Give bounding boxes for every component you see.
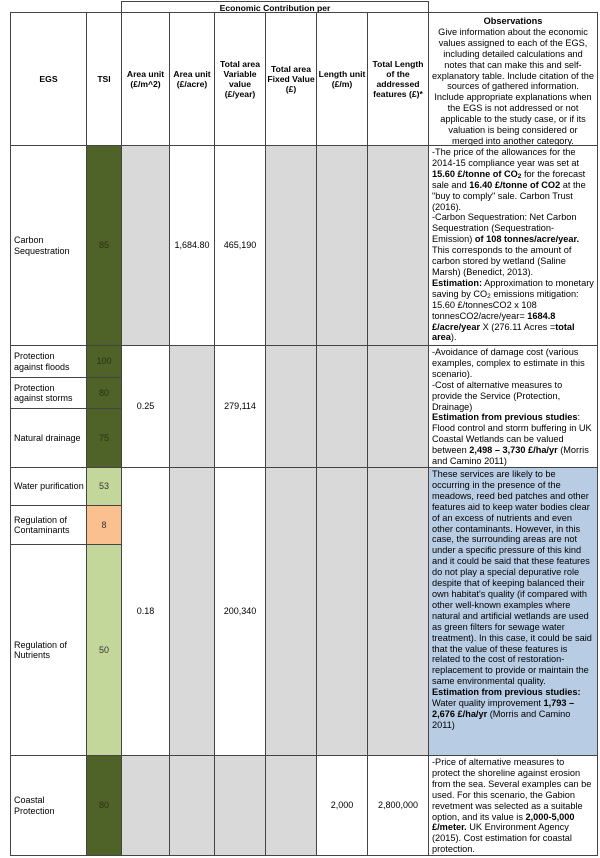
carbon-variable-value: 465,190 bbox=[214, 145, 266, 346]
observation-text: X (276.11 Acres = bbox=[480, 321, 556, 332]
tsi-protection-storms: 80 bbox=[86, 377, 122, 409]
observation-text: This corresponds to the amount of carbon… bbox=[432, 245, 572, 277]
area-acre-header: Area unit (£/acre) bbox=[169, 12, 215, 146]
fixed-value-header: Total area Fixed Value (£) bbox=[265, 12, 317, 146]
length-unit-header: Length unit (£/m) bbox=[316, 12, 368, 146]
observation-text: 2,000-5,000 £/meter. bbox=[432, 811, 575, 833]
water-area-m2: 0.18 bbox=[121, 467, 170, 756]
tsi-protection-floods: 100 bbox=[86, 345, 122, 378]
na-cell bbox=[265, 345, 317, 468]
observations-carbon: -The price of the allowances for the 201… bbox=[428, 145, 598, 346]
protection-variable-value: 279,114 bbox=[214, 345, 266, 468]
observation-text: 15.60 £/tonne of CO bbox=[432, 168, 518, 179]
na-cell bbox=[367, 345, 429, 468]
observations-instructions: Give information about the economic valu… bbox=[432, 26, 594, 146]
tsi-carbon-sequestration: 85 bbox=[86, 145, 122, 346]
observation-text: ). bbox=[450, 332, 457, 343]
egs-protection-storms: Protection against storms bbox=[10, 377, 87, 409]
observation-text: 16.40 £/tonne of CO2 bbox=[469, 179, 561, 190]
variable-value-header: Total area Variable value (£/year) bbox=[214, 12, 266, 146]
total-length-header: Total Length of the addressed features (… bbox=[367, 12, 429, 146]
observation-text: Water quality improvement bbox=[432, 698, 544, 709]
na-cell bbox=[265, 755, 317, 856]
na-cell bbox=[316, 345, 368, 468]
tsi-natural-drainage: 75 bbox=[86, 408, 122, 468]
observation-text: 2,498 – 3,730 £/ha/yr bbox=[469, 445, 558, 456]
carbon-area-acre: 1,684.80 bbox=[169, 145, 215, 346]
na-cell bbox=[169, 345, 215, 468]
observation-text: Estimation from previous studies: bbox=[432, 687, 581, 698]
observation-text: (Morris and Camino 2011) bbox=[432, 708, 571, 730]
na-cell bbox=[214, 755, 266, 856]
coastal-length-unit: 2,000 bbox=[316, 755, 368, 856]
observation-text: (Morris and Camino 2011) bbox=[432, 445, 589, 467]
tsi-regulation-nutrients: 50 bbox=[86, 544, 122, 756]
na-cell bbox=[367, 467, 429, 756]
tsi-regulation-contaminants: 8 bbox=[86, 505, 122, 545]
egs-header: EGS bbox=[10, 12, 87, 146]
observations-header: Observations Give information about the … bbox=[428, 12, 598, 146]
na-cell bbox=[316, 467, 368, 756]
observations-water: These services are likely to be occurrin… bbox=[428, 467, 598, 756]
observation-text: Approximation to monetary saving by CO bbox=[432, 277, 594, 299]
na-cell bbox=[121, 145, 170, 346]
observation-text: -The price of the allowances for the 201… bbox=[432, 147, 580, 168]
observation-text: 1,793 – 2,676 £/ha/yr bbox=[432, 698, 575, 719]
egs-water-purification: Water purification bbox=[10, 467, 87, 506]
protection-area-m2: 0.25 bbox=[121, 345, 170, 468]
tsi-coastal-protection: 80 bbox=[86, 755, 122, 856]
economic-contribution-header: Economic Contribution per bbox=[121, 1, 429, 13]
observation-text: 1684.8 £/acre/year bbox=[432, 310, 556, 332]
observation-text: These services are likely to be occurrin… bbox=[432, 469, 592, 687]
tsi-water-purification: 53 bbox=[86, 467, 122, 506]
na-cell bbox=[367, 145, 429, 346]
observation-text: at the "buy to comply" sale. Carbon Trus… bbox=[432, 179, 586, 212]
egs-coastal-protection: Coastal Protection bbox=[10, 755, 87, 856]
observations-coastal: -Price of alternative measures to protec… bbox=[428, 755, 598, 856]
observation-text: 2 bbox=[517, 172, 522, 180]
observation-text: of 108 tonnes/acre/year. bbox=[474, 234, 580, 245]
coastal-total-length: 2,800,000 bbox=[367, 755, 429, 856]
egs-regulation-nutrients: Regulation of Nutrients bbox=[10, 544, 87, 756]
observations-title: Observations bbox=[483, 16, 543, 26]
observation-text: 2 bbox=[487, 292, 491, 300]
observation-text: Estimation from previous studies bbox=[432, 412, 578, 423]
observation-text: total area bbox=[432, 321, 575, 343]
area-m2-header: Area unit (£/m^2) bbox=[121, 12, 170, 146]
na-cell bbox=[121, 755, 170, 856]
observation-text: for the forecast sale and bbox=[432, 168, 586, 190]
tsi-header: TSI bbox=[86, 12, 122, 146]
observation-text: -Carbon Sequestration: Net Carbon Seques… bbox=[432, 212, 577, 245]
observations-protection: -Avoidance of damage cost (various examp… bbox=[428, 345, 598, 468]
water-variable-value: 200,340 bbox=[214, 467, 266, 756]
na-cell bbox=[265, 467, 317, 756]
egs-natural-drainage: Natural drainage bbox=[10, 408, 87, 468]
egs-carbon-sequestration: Carbon Sequestration bbox=[10, 145, 87, 346]
na-cell bbox=[169, 467, 215, 756]
observation-text: Estimation: bbox=[432, 277, 483, 288]
observation-text: UK Environment Agency (2015). Cost estim… bbox=[432, 822, 572, 855]
na-cell bbox=[169, 755, 215, 856]
observation-text: -Price of alternative measures to protec… bbox=[432, 757, 592, 822]
na-cell bbox=[316, 145, 368, 346]
observation-text: -Cost of alternative measures to provide… bbox=[432, 379, 563, 412]
observation-text: emissions mitigation: 15.60 £/tonnesCO2 … bbox=[432, 288, 579, 321]
egs-protection-floods: Protection against floods bbox=[10, 345, 87, 378]
na-cell bbox=[265, 145, 317, 346]
observation-text: -Avoidance of damage cost (various examp… bbox=[432, 347, 585, 379]
observation-text: : Flood control and storm buffering in U… bbox=[432, 412, 592, 456]
egs-regulation-contaminants: Regulation of Contaminants bbox=[10, 505, 87, 545]
